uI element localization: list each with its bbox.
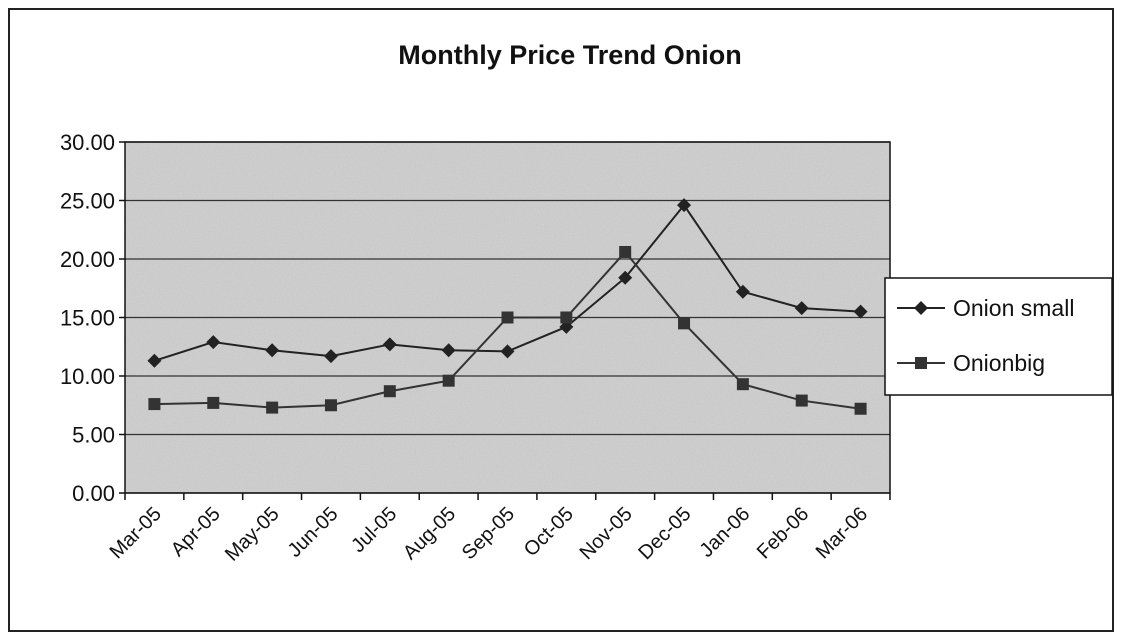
- y-tick-label: 5.00: [72, 423, 115, 448]
- data-point: [382, 337, 397, 352]
- data-point: [795, 394, 808, 407]
- legend: Onion small Onionbig: [884, 277, 1113, 396]
- data-point: [383, 385, 396, 398]
- data-point: [206, 335, 221, 350]
- data-point: [560, 311, 573, 324]
- data-point: [678, 317, 691, 330]
- data-point: [442, 374, 455, 387]
- y-tick-label: 20.00: [60, 247, 115, 272]
- data-point: [677, 198, 692, 213]
- y-tick-label: 15.00: [60, 306, 115, 331]
- data-point: [207, 396, 220, 409]
- data-point: [148, 398, 161, 411]
- y-tick-label: 25.00: [60, 189, 115, 214]
- legend-marker: [915, 357, 927, 369]
- data-point: [501, 311, 514, 324]
- legend-marker: [914, 301, 928, 315]
- data-point: [323, 349, 338, 364]
- legend-label: Onionbig: [953, 350, 1045, 376]
- data-point: [618, 270, 633, 285]
- data-point: [736, 378, 749, 391]
- data-point: [147, 353, 162, 368]
- data-point: [735, 284, 750, 299]
- y-tick-label: 10.00: [60, 364, 115, 389]
- y-tick-label: 0.00: [72, 481, 115, 506]
- data-point: [854, 402, 867, 415]
- data-point: [794, 301, 809, 316]
- data-point: [619, 245, 632, 258]
- legend-box: [884, 277, 1113, 396]
- legend-label: Onion small: [953, 295, 1074, 321]
- data-point: [500, 344, 515, 359]
- data-point: [441, 343, 456, 358]
- data-point: [324, 399, 337, 412]
- data-point: [265, 343, 280, 358]
- data-point: [853, 304, 868, 319]
- chart-title: Monthly Price Trend Onion: [398, 40, 742, 70]
- data-point: [266, 401, 279, 414]
- y-tick-label: 30.00: [60, 130, 115, 155]
